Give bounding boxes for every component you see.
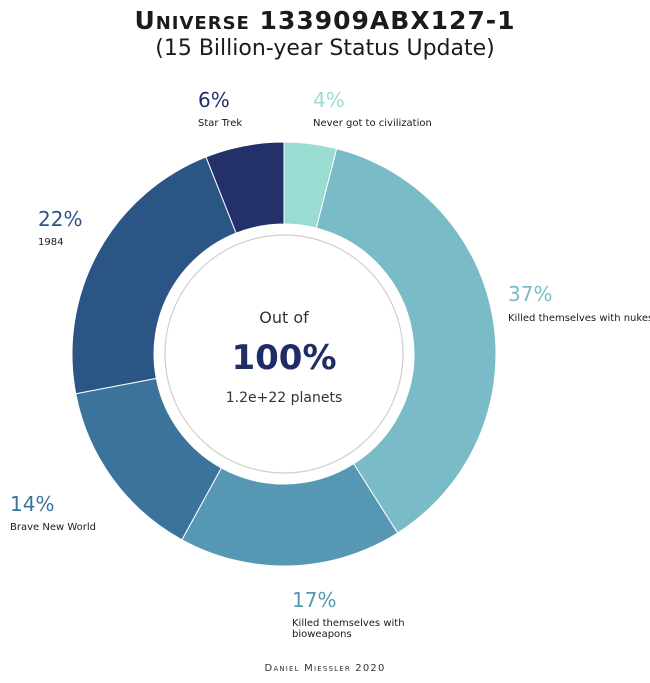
slice-category-label: Killed themselves with bioweapons xyxy=(292,618,405,640)
slice-percent-label: 37% xyxy=(508,282,552,306)
slice-category-label: 1984 xyxy=(38,237,63,248)
center-total: 100% xyxy=(231,338,336,378)
slice-percent-label: 4% xyxy=(313,88,345,112)
slice-category-label: Brave New World xyxy=(10,522,96,533)
slice-category-label: Killed themselves with nukes xyxy=(508,313,650,324)
slice-percent-label: 22% xyxy=(38,207,82,231)
donut-hole xyxy=(154,224,414,484)
slice-percent-label: 14% xyxy=(10,492,54,516)
center-line1: Out of xyxy=(259,308,309,327)
slice-percent-label: 17% xyxy=(292,588,336,612)
center-line3: 1.2e+22 planets xyxy=(226,390,343,406)
center-ring xyxy=(164,234,404,474)
footer-credit: Daniel Miessler 2020 xyxy=(264,663,386,674)
chart-subtitle: (15 Billion-year Status Update) xyxy=(155,36,495,61)
slice-category-label: Never got to civilization xyxy=(313,118,432,129)
slice-category-label: Star Trek xyxy=(198,118,242,129)
chart-title: Universe 133909ABX127-1 xyxy=(134,6,516,35)
slice-percent-label: 6% xyxy=(198,88,230,112)
